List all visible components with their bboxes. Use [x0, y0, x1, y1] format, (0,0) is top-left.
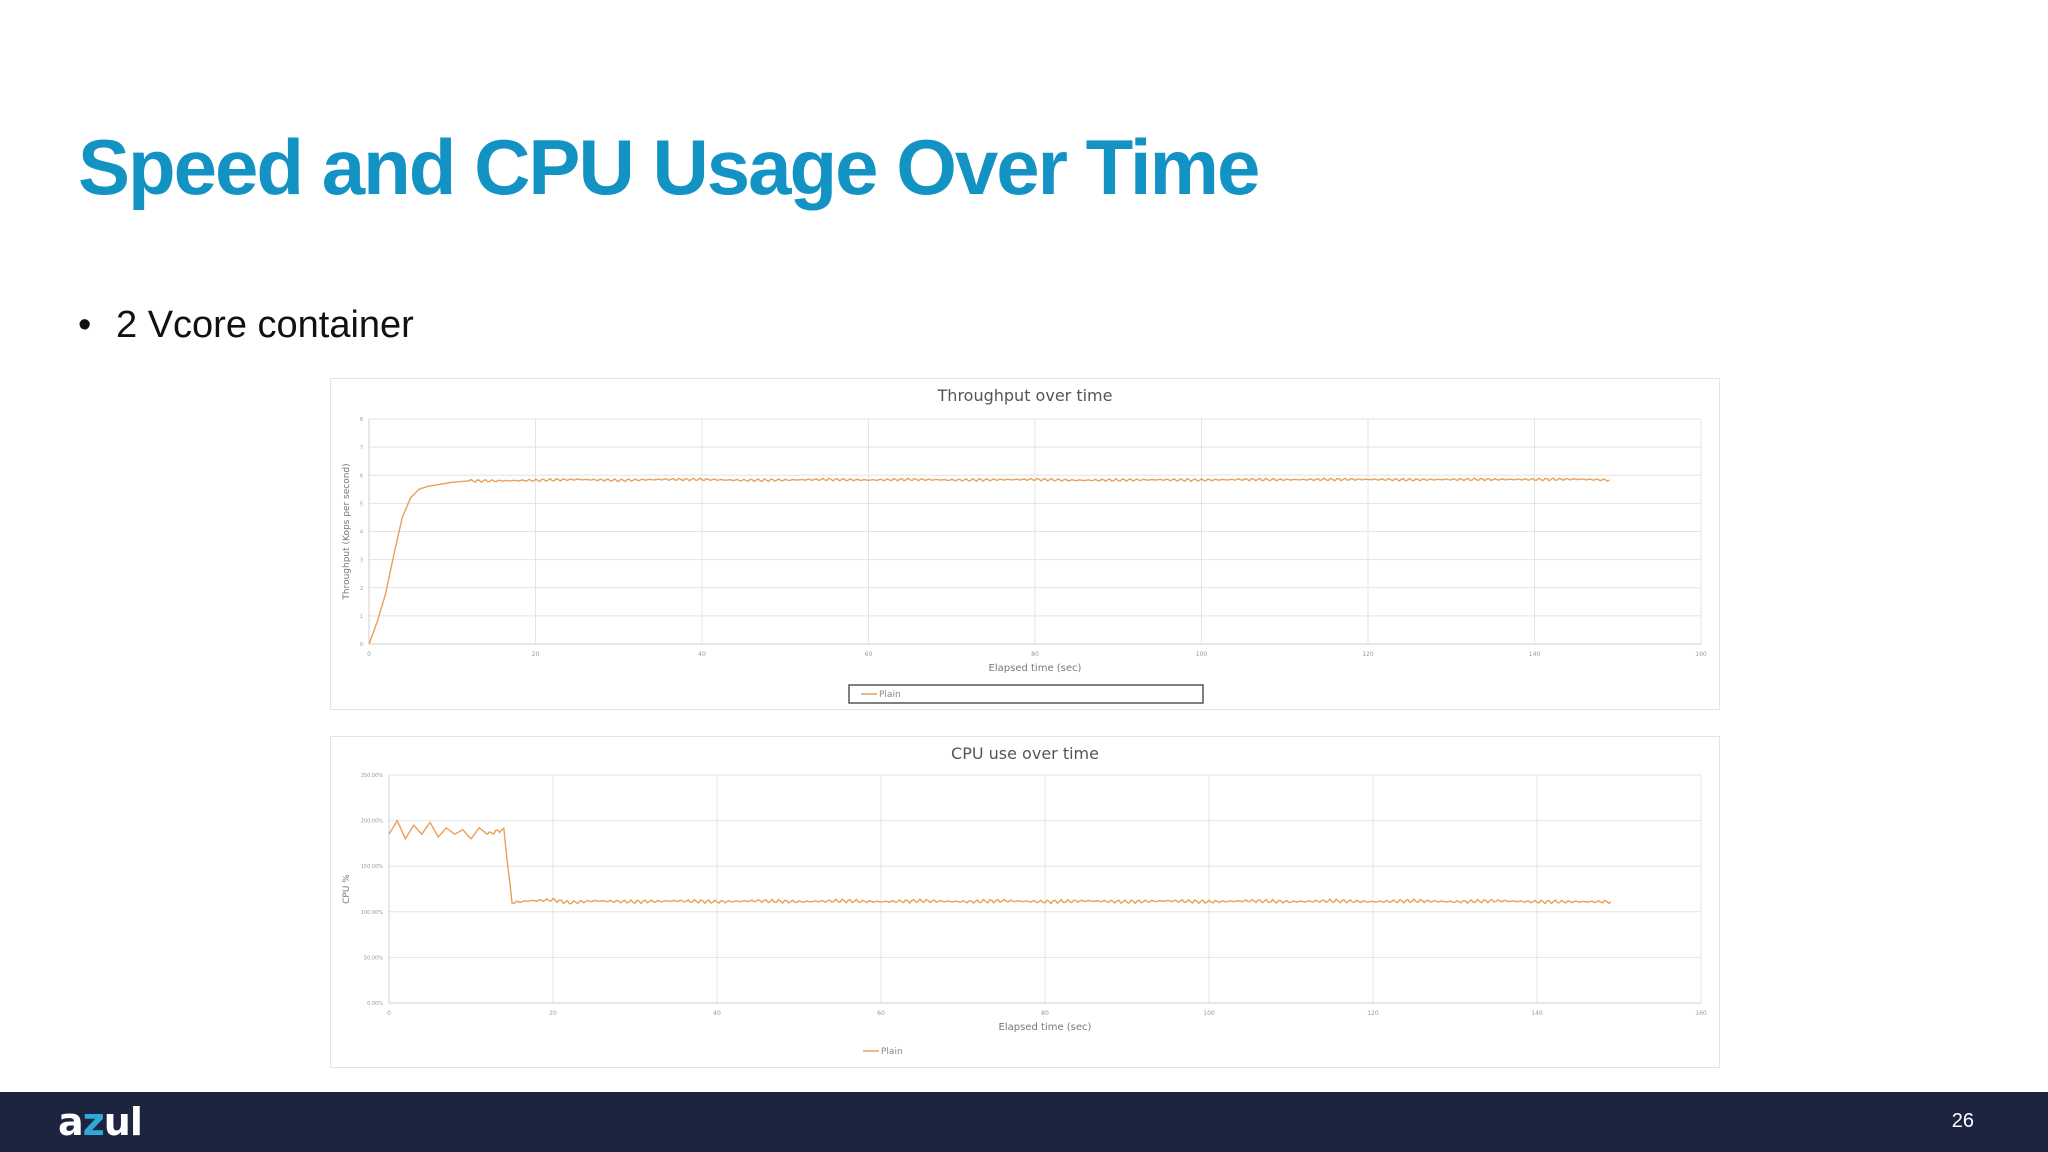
chart-title: CPU use over time: [951, 744, 1099, 763]
x-tick-label: 140: [1529, 651, 1541, 658]
x-tick-label: 80: [1041, 1010, 1049, 1017]
cpu-chart-svg: CPU use over time 0 20 40 60 80 100 120 140 160 0.…: [342, 744, 1707, 1057]
y-tick-label: 200.00%: [361, 819, 383, 825]
cpu-chart: CPU use over time 0 20 40 60 80 100 120 140 160 0.…: [330, 736, 1720, 1068]
x-tick-label: 0: [367, 651, 371, 658]
y-tick-label: 0.00%: [367, 1001, 383, 1007]
x-tick-label: 40: [713, 1010, 721, 1017]
x-tick-label: 80: [1031, 651, 1039, 658]
x-tick-label: 120: [1362, 651, 1374, 658]
x-tick-label: 160: [1695, 651, 1707, 658]
y-tick-label: 100.00%: [361, 910, 383, 916]
y-tick-label: 1: [360, 614, 363, 620]
x-axis-label: Elapsed time (sec): [999, 1022, 1092, 1033]
x-tick-label: 60: [865, 651, 873, 658]
y-axis-label: Throughput (Kops per second): [342, 463, 352, 600]
x-tick-label: 100: [1196, 651, 1208, 658]
x-tick-label: 40: [698, 651, 706, 658]
bullet-text: 2 Vcore container: [116, 304, 414, 346]
slide-title: Speed and CPU Usage Over Time: [78, 123, 1260, 211]
y-tick-label: 4: [360, 530, 363, 536]
throughput-chart: Throughput over time 0 20 40 60 80 100 120 140 16…: [330, 378, 1720, 710]
x-tick-label: 20: [532, 651, 540, 658]
y-tick-label: 8: [360, 417, 363, 423]
y-tick-label: 7: [360, 445, 363, 451]
bullet-item: • 2 Vcore container: [78, 304, 414, 346]
y-tick-label: 150.00%: [361, 864, 383, 870]
series-line-plain: [368, 477, 1610, 645]
y-tick-label: 0: [360, 642, 363, 648]
chart-title: Throughput over time: [937, 386, 1113, 405]
y-tick-label: 6: [360, 473, 363, 479]
x-tick-label: 0: [387, 1010, 391, 1017]
legend-box: [848, 684, 1204, 704]
y-axis-label: CPU %: [342, 874, 352, 904]
y-tick-label: 2: [360, 586, 363, 592]
y-tick-label: 5: [360, 501, 363, 507]
x-tick-label: 140: [1531, 1010, 1543, 1017]
x-axis-label: Elapsed time (sec): [989, 663, 1082, 674]
x-tick-label: 20: [549, 1010, 557, 1017]
x-tick-label: 120: [1367, 1010, 1379, 1017]
x-tick-label: 60: [877, 1010, 885, 1017]
footer-bar: azul 26: [0, 1092, 2048, 1152]
page-number: 26: [1951, 1110, 1974, 1132]
y-tick-label: 3: [360, 558, 363, 564]
bullet-list: • 2 Vcore container: [78, 300, 414, 350]
legend-label: Plain: [879, 690, 901, 700]
x-tick-label: 160: [1695, 1010, 1707, 1017]
y-tick-label: 50.00%: [364, 955, 383, 961]
y-tick-label: 250.00%: [361, 773, 383, 779]
azul-logo: azul: [58, 1100, 143, 1144]
x-tick-label: 100: [1203, 1010, 1215, 1017]
legend-label: Plain: [881, 1047, 903, 1057]
series-line-plain: [388, 819, 1612, 905]
